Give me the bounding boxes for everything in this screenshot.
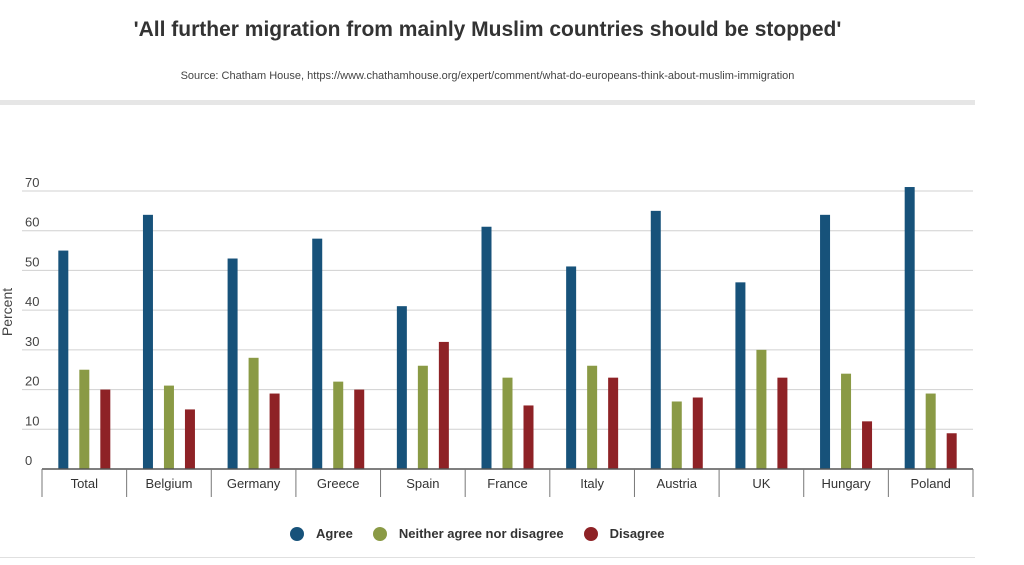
y-tick-label: 20 xyxy=(25,374,39,389)
y-tick-label: 70 xyxy=(25,175,39,190)
gridlines xyxy=(22,190,973,430)
bar-belgium-agree xyxy=(142,214,153,469)
top-divider xyxy=(0,100,975,105)
legend-label-agree: Agree xyxy=(316,526,353,541)
bar-belgium-neither-agree-nor-disagree xyxy=(163,385,174,469)
bar-total-agree xyxy=(58,250,69,469)
bar-greece-neither-agree-nor-disagree xyxy=(333,381,344,469)
x-tick-label: France xyxy=(487,476,527,491)
bar-france-agree xyxy=(481,226,492,469)
x-tick-label: Belgium xyxy=(145,476,192,491)
bar-poland-agree xyxy=(904,187,915,469)
x-tick-label: Germany xyxy=(227,476,281,491)
x-tick-label: Austria xyxy=(657,476,698,491)
legend-label-neither: Neither agree nor disagree xyxy=(398,526,564,541)
legend-swatch-neither xyxy=(372,526,387,541)
y-tick-label: 30 xyxy=(25,334,39,349)
bar-hungary-agree xyxy=(820,214,831,469)
y-axis-ticks: 0 10 20 30 40 50 60 70 xyxy=(25,175,39,468)
bar-germany-agree xyxy=(227,258,238,469)
y-tick-label: 40 xyxy=(25,294,39,309)
bar-spain-neither-agree-nor-disagree xyxy=(417,365,428,469)
bar-germany-disagree xyxy=(269,393,280,469)
legend-label-disagree: Disagree xyxy=(609,526,665,541)
bar-austria-agree xyxy=(650,210,661,469)
y-tick-label: 50 xyxy=(25,254,39,269)
bar-poland-neither-agree-nor-disagree xyxy=(925,393,936,469)
bar-italy-agree xyxy=(566,266,577,469)
bar-italy-disagree xyxy=(608,377,619,469)
x-tick-label: Spain xyxy=(406,476,439,491)
legend-swatch-agree xyxy=(290,526,304,541)
x-tick-label: UK xyxy=(752,476,770,491)
y-tick-label: 0 xyxy=(25,453,32,468)
bar-chart: 0 10 20 30 40 50 60 70 Percent Total Belgium Germ… xyxy=(0,175,974,497)
bar-italy-neither-agree-nor-disagree xyxy=(587,365,598,469)
bar-germany-neither-agree-nor-disagree xyxy=(248,357,259,469)
x-tick-label: Hungary xyxy=(821,476,871,491)
y-tick-label: 10 xyxy=(25,413,39,428)
legend: Agree Neither agree nor disagree Disagre… xyxy=(290,526,685,541)
bar-total-disagree xyxy=(100,389,111,469)
bar-poland-disagree xyxy=(946,433,957,469)
bar-greece-disagree xyxy=(354,389,365,469)
bar-hungary-neither-agree-nor-disagree xyxy=(841,373,852,469)
bar-spain-agree xyxy=(396,306,407,469)
bar-austria-neither-agree-nor-disagree xyxy=(671,401,682,469)
y-axis-label: Percent xyxy=(0,288,15,336)
chart-title: 'All further migration from mainly Musli… xyxy=(133,18,842,41)
bar-uk-agree xyxy=(735,282,746,469)
bar-spain-disagree xyxy=(438,341,449,469)
x-tick-label: Greece xyxy=(317,476,360,491)
x-tick-label: Poland xyxy=(910,476,950,491)
bar-uk-neither-agree-nor-disagree xyxy=(756,349,767,469)
bar-austria-disagree xyxy=(692,397,703,469)
chart-source: Source: Chatham House, https://www.chath… xyxy=(180,70,795,82)
bar-hungary-disagree xyxy=(862,421,873,469)
legend-item-agree: Agree xyxy=(290,526,353,541)
x-tick-label: Total xyxy=(71,476,99,491)
legend-swatch-disagree xyxy=(583,526,598,541)
x-tick-label: Italy xyxy=(580,476,604,491)
y-tick-label: 60 xyxy=(25,215,39,230)
bar-france-disagree xyxy=(523,405,534,469)
bar-belgium-disagree xyxy=(184,409,195,469)
bar-total-neither-agree-nor-disagree xyxy=(79,369,90,469)
bar-france-neither-agree-nor-disagree xyxy=(502,377,513,469)
bars xyxy=(58,187,957,469)
legend-item-neither: Neither agree nor disagree xyxy=(372,526,564,541)
x-axis: Total Belgium Germany Greece Spain France Ital… xyxy=(41,468,974,497)
bottom-divider xyxy=(0,557,975,558)
legend-item-disagree: Disagree xyxy=(583,526,665,541)
bar-greece-agree xyxy=(312,238,323,469)
bar-uk-disagree xyxy=(777,377,788,469)
